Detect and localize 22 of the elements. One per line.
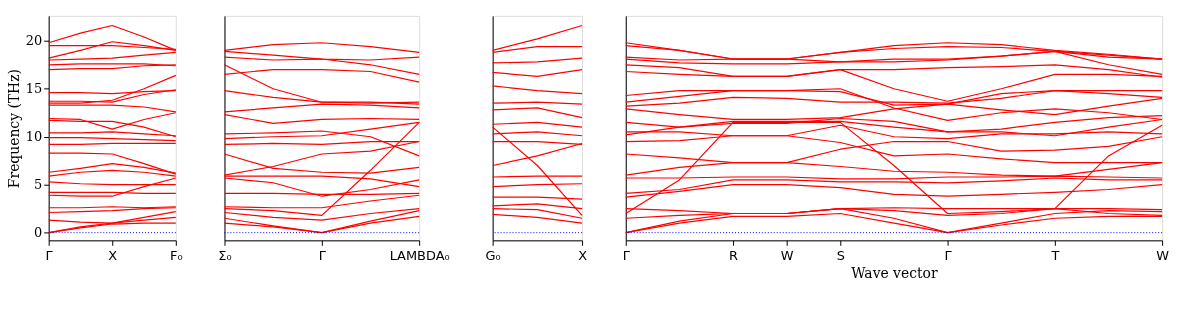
x-tick-label: Γ [318, 247, 327, 263]
x-tick-label: Γ [622, 247, 631, 263]
x-tick-label: Γ [45, 247, 54, 263]
x-tick-label: G₀ [485, 247, 501, 263]
x-tick-label: F₀ [170, 247, 183, 263]
x-tick-label: LAMBDA₀ [389, 247, 450, 263]
x-tick-label: Γ [944, 247, 953, 263]
y-tick-label: 20 [25, 33, 43, 49]
y-tick-label: 10 [25, 129, 43, 145]
y-tick-label: 0 [33, 225, 43, 241]
x-axis-title: Wave vector [851, 264, 938, 281]
x-tick-label: Σ₀ [218, 247, 232, 263]
x-tick-label: T [1050, 247, 1060, 263]
x-tick-label: X [108, 247, 118, 263]
x-tick-label: R [729, 247, 739, 263]
x-tick-label: X [578, 247, 588, 263]
x-tick-label: W [780, 247, 794, 263]
x-tick-label: W [1156, 247, 1170, 263]
y-tick-label: 15 [25, 81, 43, 97]
y-axis-title: Frequency (THz) [5, 69, 22, 189]
x-tick-label: S [836, 247, 845, 263]
y-tick-label: 5 [33, 177, 43, 193]
